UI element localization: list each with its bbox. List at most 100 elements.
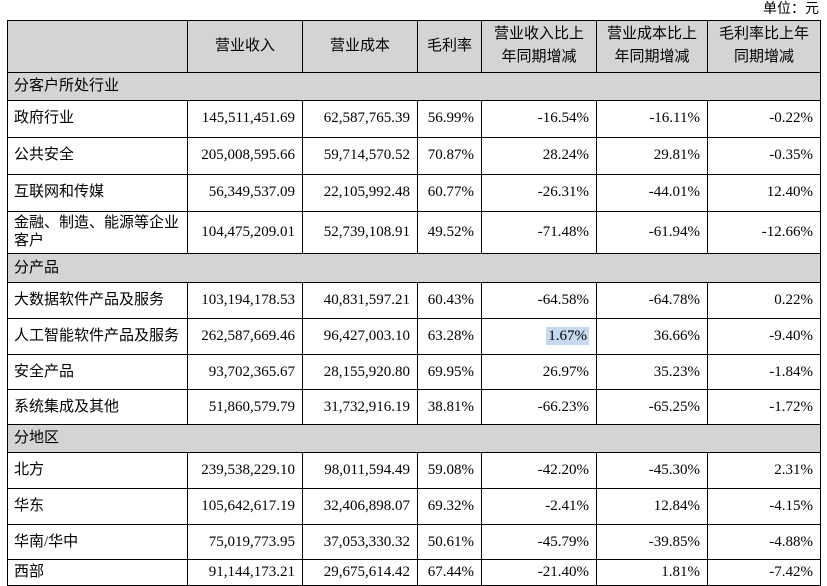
section-header-label: 分地区	[7, 424, 821, 453]
section-row-product: 分产品	[7, 253, 821, 283]
table-row: 大数据软件产品及服务 103,194,178.53 40,831,597.21 …	[7, 282, 821, 319]
cell-margin: 60.77%	[417, 173, 482, 212]
cell-cost: 31,732,916.19	[302, 389, 418, 425]
cell-cost-yoy: 36.66%	[596, 318, 708, 355]
cell-margin-yoy: -0.35%	[707, 136, 821, 175]
cell-cost: 32,406,898.07	[302, 488, 418, 525]
cell-revenue-yoy: 1.67%	[481, 318, 597, 355]
col-header-revenue: 营业收入	[187, 20, 303, 73]
cell-margin: 63.28%	[417, 318, 482, 355]
cell-revenue-yoy: -16.54%	[481, 99, 597, 138]
cell-revenue: 145,511,451.69	[187, 99, 303, 138]
row-label: 系统集成及其他	[7, 389, 188, 425]
cell-cost-yoy: -64.78%	[596, 282, 708, 319]
cell-revenue-yoy: -26.31%	[481, 173, 597, 212]
cell-margin: 67.44%	[417, 559, 482, 586]
cell-margin: 38.81%	[417, 389, 482, 425]
cell-revenue: 262,587,669.46	[187, 318, 303, 355]
cell-margin: 60.43%	[417, 282, 482, 319]
cell-margin: 69.32%	[417, 488, 482, 525]
row-label: 互联网和传媒	[7, 173, 188, 212]
table-row: 西部 91,144,173.21 29,675,614.42 67.44% -2…	[7, 559, 821, 586]
cell-revenue: 51,860,579.79	[187, 389, 303, 425]
col-header-revenue-yoy: 营业收入比上年同期增减	[481, 20, 597, 73]
unit-label: 单位：元	[763, 2, 819, 17]
cell-margin: 49.52%	[417, 210, 482, 254]
cell-margin: 56.99%	[417, 99, 482, 138]
cell-margin: 70.87%	[417, 136, 482, 175]
row-label: 华东	[7, 488, 188, 525]
section-header-label: 分客户所处行业	[7, 71, 821, 101]
cell-margin-yoy: -7.42%	[707, 559, 821, 586]
section-header-label: 分产品	[7, 253, 821, 283]
cell-revenue: 239,538,229.10	[187, 452, 303, 489]
cell-cost: 96,427,003.10	[302, 318, 418, 355]
row-label: 北方	[7, 452, 188, 489]
section-row-industry: 分客户所处行业	[7, 71, 821, 101]
row-label: 大数据软件产品及服务	[7, 282, 188, 319]
table-row: 华东 105,642,617.19 32,406,898.07 69.32% -…	[7, 488, 821, 525]
cell-revenue: 103,194,178.53	[187, 282, 303, 319]
header-row: 营业收入 营业成本 毛利率 营业收入比上年同期增减 营业成本比上年同期增减 毛利…	[7, 20, 821, 73]
cell-cost: 52,739,108.91	[302, 210, 418, 254]
cell-revenue-yoy: 28.24%	[481, 136, 597, 175]
row-label: 西部	[7, 559, 188, 586]
cell-cost-yoy: 35.23%	[596, 354, 708, 390]
row-label: 安全产品	[7, 354, 188, 390]
cell-cost-yoy: 1.81%	[596, 559, 708, 586]
cell-revenue-yoy: -2.41%	[481, 488, 597, 525]
cell-margin: 69.95%	[417, 354, 482, 390]
cell-cost: 59,714,570.52	[302, 136, 418, 175]
row-label: 人工智能软件产品及服务	[7, 318, 188, 355]
cell-margin-yoy: 0.22%	[707, 282, 821, 319]
row-label: 金融、制造、能源等企业客户	[7, 210, 188, 254]
cell-revenue: 93,702,365.67	[187, 354, 303, 390]
cell-revenue-yoy: -64.58%	[481, 282, 597, 319]
cell-margin-yoy: -4.88%	[707, 524, 821, 560]
cell-cost-yoy: 29.81%	[596, 136, 708, 175]
cell-cost: 28,155,920.80	[302, 354, 418, 390]
cell-revenue-yoy: -45.79%	[481, 524, 597, 560]
section-row-region: 分地区	[7, 424, 821, 453]
cell-revenue: 205,008,595.66	[187, 136, 303, 175]
cell-revenue: 56,349,537.09	[187, 173, 303, 212]
table-row: 人工智能软件产品及服务 262,587,669.46 96,427,003.10…	[7, 318, 821, 355]
cell-cost-yoy: -16.11%	[596, 99, 708, 138]
cell-cost: 22,105,992.48	[302, 173, 418, 212]
col-header-margin-yoy: 毛利率比上年同期增减	[707, 20, 821, 73]
cell-revenue-yoy: -71.48%	[481, 210, 597, 254]
highlighted-value: 1.67%	[546, 327, 589, 346]
col-header-margin: 毛利率	[417, 20, 482, 73]
row-label: 华南/华中	[7, 524, 188, 560]
cell-revenue: 104,475,209.01	[187, 210, 303, 254]
cell-cost: 40,831,597.21	[302, 282, 418, 319]
row-label: 公共安全	[7, 136, 188, 175]
table-row: 互联网和传媒 56,349,537.09 22,105,992.48 60.77…	[7, 173, 821, 212]
financial-breakdown-table: 营业收入 营业成本 毛利率 营业收入比上年同期增减 营业成本比上年同期增减 毛利…	[7, 20, 821, 586]
cell-margin: 50.61%	[417, 524, 482, 560]
cell-cost-yoy: -44.01%	[596, 173, 708, 212]
cell-cost-yoy: -61.94%	[596, 210, 708, 254]
cell-margin-yoy: -9.40%	[707, 318, 821, 355]
cell-margin-yoy: 2.31%	[707, 452, 821, 489]
cell-revenue: 105,642,617.19	[187, 488, 303, 525]
table-row: 华南/华中 75,019,773.95 37,053,330.32 50.61%…	[7, 524, 821, 560]
cell-revenue-yoy: 26.97%	[481, 354, 597, 390]
row-label: 政府行业	[7, 99, 188, 138]
table-row: 公共安全 205,008,595.66 59,714,570.52 70.87%…	[7, 136, 821, 175]
cell-cost-yoy: -45.30%	[596, 452, 708, 489]
cell-revenue: 75,019,773.95	[187, 524, 303, 560]
cell-cost: 98,011,594.49	[302, 452, 418, 489]
cell-margin-yoy: -1.72%	[707, 389, 821, 425]
table-row: 金融、制造、能源等企业客户 104,475,209.01 52,739,108.…	[7, 210, 821, 254]
col-header-cost: 营业成本	[302, 20, 418, 73]
cell-margin-yoy: 12.40%	[707, 173, 821, 212]
cell-cost: 37,053,330.32	[302, 524, 418, 560]
cell-margin-yoy: -0.22%	[707, 99, 821, 138]
cell-cost: 62,587,765.39	[302, 99, 418, 138]
cell-cost-yoy: -39.85%	[596, 524, 708, 560]
table-row: 系统集成及其他 51,860,579.79 31,732,916.19 38.8…	[7, 389, 821, 425]
cell-margin: 59.08%	[417, 452, 482, 489]
cell-revenue-yoy: -42.20%	[481, 452, 597, 489]
cell-cost-yoy: 12.84%	[596, 488, 708, 525]
